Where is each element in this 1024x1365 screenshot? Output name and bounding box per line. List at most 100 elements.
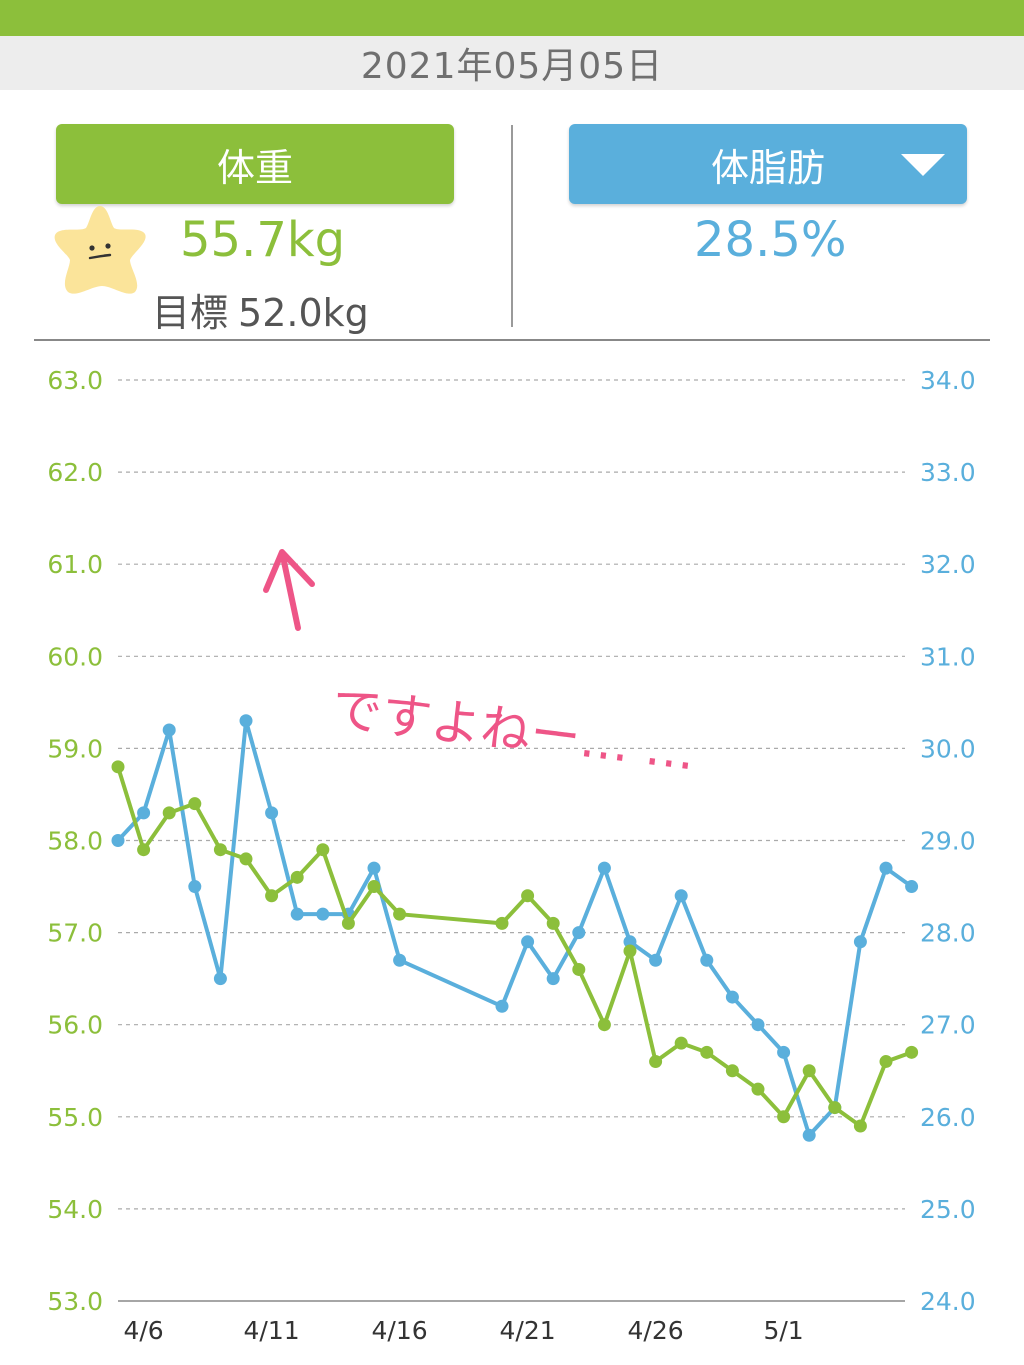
date-header[interactable]: 2021年05月05日: [0, 36, 1024, 90]
body-fat-data-point[interactable]: [393, 953, 407, 967]
annotation-text: ですよねー… …: [329, 679, 699, 781]
body-fat-data-point[interactable]: [213, 972, 227, 986]
body-fat-data-point[interactable]: [649, 953, 663, 967]
weight-data-point[interactable]: [265, 889, 279, 903]
body-fat-data-point[interactable]: [802, 1128, 816, 1142]
left-tick-label: 57.0: [47, 919, 103, 948]
weight-data-point[interactable]: [393, 907, 407, 921]
body-fat-data-point[interactable]: [316, 907, 330, 921]
weight-data-point[interactable]: [521, 889, 535, 903]
right-tick-label: 26.0: [920, 1103, 976, 1132]
left-tick-label: 59.0: [47, 734, 103, 763]
date-label: 2021年05月05日: [360, 46, 664, 87]
weight-data-point[interactable]: [725, 1064, 739, 1078]
weight-data-point[interactable]: [341, 916, 355, 930]
body-fat-value: 28.5%: [694, 212, 847, 268]
x-tick-label: 4/26: [628, 1316, 684, 1345]
body-fat-data-point[interactable]: [137, 806, 151, 820]
left-tick-label: 61.0: [47, 550, 103, 579]
weight-data-point[interactable]: [777, 1110, 791, 1124]
chart-series: [111, 714, 919, 1142]
weight-data-point[interactable]: [239, 852, 253, 866]
weight-data-point[interactable]: [572, 962, 586, 976]
arrow-up-icon: [263, 549, 315, 631]
body-fat-data-point[interactable]: [597, 861, 611, 875]
body-fat-data-point[interactable]: [725, 990, 739, 1004]
weight-data-point[interactable]: [162, 806, 176, 820]
body-fat-data-point[interactable]: [905, 880, 919, 894]
x-tick-label: 4/6: [123, 1316, 163, 1345]
body-fat-data-point[interactable]: [188, 880, 202, 894]
weight-data-point[interactable]: [700, 1045, 714, 1059]
chevron-down-icon: [901, 154, 945, 176]
x-tick-label: 4/21: [500, 1316, 556, 1345]
body-fat-data-point[interactable]: [751, 1018, 765, 1032]
body-fat-data-point[interactable]: [265, 806, 279, 820]
left-tick-label: 54.0: [47, 1195, 103, 1224]
weight-data-point[interactable]: [905, 1045, 919, 1059]
weight-tab-label: 体重: [216, 145, 293, 190]
right-axis-ticks: 24.0 25.0 26.0 27.0 28.0 29.0 30.0 31.0 32.0 33.0…: [920, 366, 976, 1316]
target-value: 52.0kg: [238, 291, 369, 335]
body-fat-data-point[interactable]: [521, 935, 535, 949]
weight-data-point[interactable]: [213, 843, 227, 857]
body-fat-data-point[interactable]: [546, 972, 560, 986]
right-tick-label: 31.0: [920, 642, 976, 671]
left-tick-label: 60.0: [47, 642, 103, 671]
weight-data-point[interactable]: [802, 1064, 816, 1078]
right-tick-label: 32.0: [920, 550, 976, 579]
annotation-group: ですよねー… …: [263, 549, 699, 782]
weight-data-point[interactable]: [649, 1055, 663, 1069]
body-fat-data-point[interactable]: [853, 935, 867, 949]
weight-data-point[interactable]: [674, 1036, 688, 1050]
body-fat-data-point[interactable]: [111, 834, 125, 847]
weight-data-point[interactable]: [111, 760, 125, 774]
right-tick-label: 29.0: [920, 827, 976, 856]
right-tick-label: 25.0: [920, 1195, 976, 1224]
right-tick-label: 33.0: [920, 458, 976, 487]
body-fat-dropdown-button[interactable]: 体脂肪: [569, 124, 967, 204]
left-tick-label: 56.0: [47, 1011, 103, 1040]
body-fat-data-point[interactable]: [162, 723, 176, 737]
weight-data-point[interactable]: [290, 870, 304, 884]
body-fat-series-line: [116, 718, 913, 1138]
weight-data-point[interactable]: [495, 916, 509, 930]
target-weight: 目標 52.0kg: [152, 282, 379, 337]
right-tick-label: 30.0: [920, 734, 976, 763]
weight-data-point[interactable]: [853, 1119, 867, 1133]
weight-data-point[interactable]: [367, 880, 381, 894]
right-tick-label: 27.0: [920, 1011, 976, 1040]
body-fat-data-point[interactable]: [879, 861, 893, 875]
weight-data-point[interactable]: [597, 1018, 611, 1032]
top-accent-bar: [0, 0, 1024, 36]
star-mascot-icon: [54, 206, 146, 294]
right-tick-label: 24.0: [920, 1287, 976, 1316]
weight-data-point[interactable]: [137, 843, 151, 857]
left-tick-label: 55.0: [47, 1103, 103, 1132]
body-fat-data-point[interactable]: [674, 889, 688, 903]
weight-data-point[interactable]: [879, 1055, 893, 1069]
body-fat-data-point[interactable]: [495, 999, 509, 1013]
weight-data-point[interactable]: [316, 843, 330, 857]
summary-divider: [511, 125, 513, 327]
body-fat-data-point[interactable]: [777, 1045, 791, 1059]
weight-data-point[interactable]: [828, 1101, 842, 1115]
left-tick-label: 63.0: [47, 366, 103, 395]
x-tick-label: 5/1: [763, 1316, 803, 1345]
body-fat-data-point[interactable]: [239, 714, 253, 728]
right-tick-label: 28.0: [920, 919, 976, 948]
body-fat-data-point[interactable]: [290, 907, 304, 921]
chart-top-divider: [34, 339, 990, 341]
weight-data-point[interactable]: [751, 1082, 765, 1096]
weight-data-point[interactable]: [546, 916, 560, 930]
body-fat-data-point[interactable]: [367, 861, 381, 875]
weight-data-point[interactable]: [623, 944, 637, 958]
weight-data-point[interactable]: [188, 797, 202, 811]
weight-tab-button[interactable]: 体重: [56, 124, 454, 204]
body-fat-data-point[interactable]: [700, 953, 714, 967]
body-fat-tab-label: 体脂肪: [710, 145, 825, 190]
body-fat-data-point[interactable]: [572, 926, 586, 940]
body-fat-data-point[interactable]: [623, 935, 637, 949]
x-tick-label: 4/16: [372, 1316, 428, 1345]
